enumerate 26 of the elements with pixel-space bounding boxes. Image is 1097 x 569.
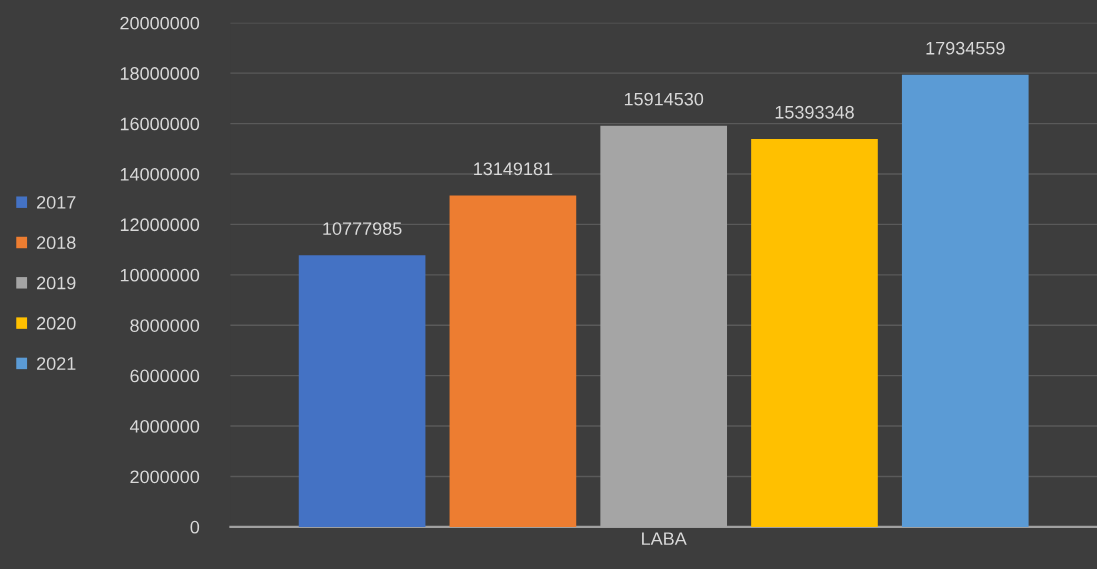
y-tick-label: 0 — [190, 520, 200, 534]
legend-label: 2018 — [37, 236, 76, 250]
y-tick-label: 12000000 — [120, 218, 200, 232]
data-label: 15914530 — [624, 92, 704, 106]
y-tick-label: 8000000 — [130, 319, 200, 332]
data-label: 13149181 — [474, 162, 553, 176]
data-label: 17934559 — [926, 41, 1005, 55]
legend-label: 2019 — [37, 276, 76, 290]
x-tick-label: LABA — [642, 532, 687, 545]
bar — [901, 74, 1029, 527]
bar — [298, 255, 426, 527]
bar — [449, 195, 577, 527]
y-tick-label: 18000000 — [120, 67, 200, 80]
y-tick-label: 4000000 — [129, 420, 200, 433]
data-label: 15393348 — [775, 105, 854, 119]
y-tick-label: 2000000 — [130, 470, 200, 484]
y-tick-label: 14000000 — [120, 167, 200, 181]
bar — [751, 138, 878, 527]
y-tick-label: 10000000 — [120, 268, 200, 282]
legend-label: 2021 — [37, 357, 76, 370]
y-tick-label: 6000000 — [130, 369, 200, 383]
y-tick-label: 20000000 — [120, 16, 200, 30]
legend-label: 2020 — [37, 316, 76, 330]
y-tick-label: 16000000 — [120, 117, 200, 131]
data-label: 10777985 — [323, 222, 402, 235]
legend-label: 2017 — [37, 195, 76, 209]
